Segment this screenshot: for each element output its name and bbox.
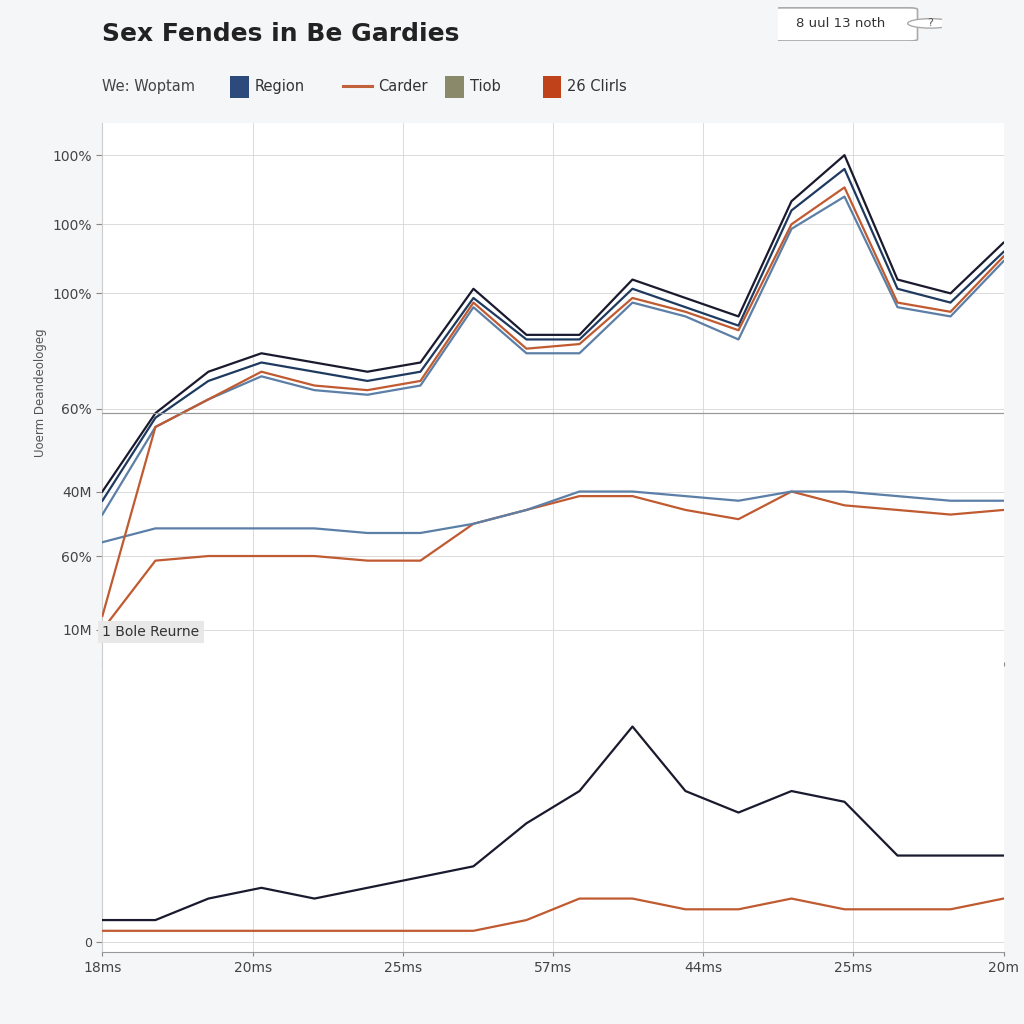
Circle shape — [907, 18, 953, 28]
Text: Carder: Carder — [378, 79, 427, 93]
Text: 26 Clirls: 26 Clirls — [567, 79, 627, 93]
FancyBboxPatch shape — [773, 8, 918, 41]
Bar — [543, 76, 561, 98]
Text: 8 uul 13 noth: 8 uul 13 noth — [796, 16, 885, 30]
Bar — [230, 76, 249, 98]
Text: Sex Fendes in Be Gardies: Sex Fendes in Be Gardies — [102, 23, 460, 46]
Text: Tiob: Tiob — [470, 79, 501, 93]
Text: ?: ? — [928, 18, 934, 29]
Text: We: Woptam: We: Woptam — [102, 79, 196, 93]
Bar — [445, 76, 464, 98]
Text: 1 Bole Reurne: 1 Bole Reurne — [102, 625, 200, 639]
Text: Region: Region — [255, 79, 305, 93]
Y-axis label: Uoerm Deandeologeg: Uoerm Deandeologeg — [34, 328, 47, 457]
